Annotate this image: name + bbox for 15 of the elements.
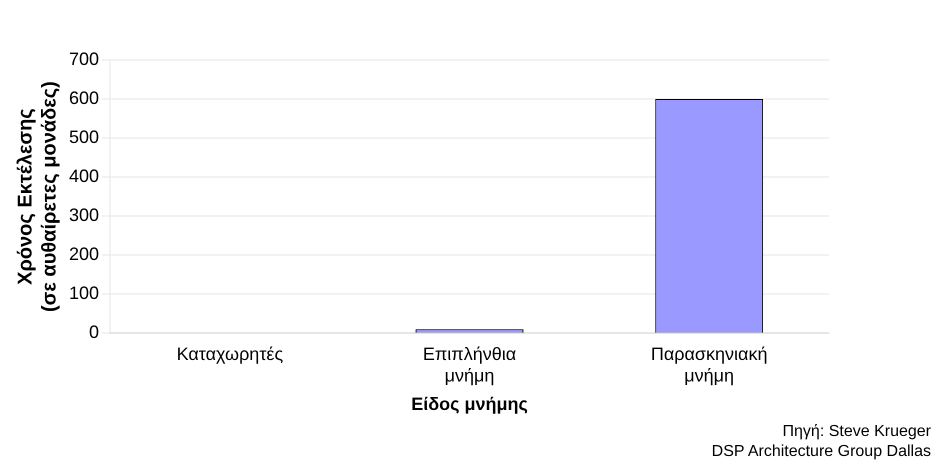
y-tick-label: 500 (68, 127, 100, 148)
x-tick-label: Καταχωρητές (176, 344, 284, 364)
x-tick-label: Επιπλήνθια μνήμη (422, 344, 516, 386)
y-tick-label: 400 (68, 166, 100, 186)
y-tick-label: 100 (68, 283, 100, 304)
text: DSP Architecture Group Dallas (712, 442, 931, 462)
y-axis-title: Χρόνος Εκτέλεσης (σε αυθαίρετες μονάδες) (14, 81, 61, 312)
y-tick-label: 600 (68, 88, 100, 108)
y-tick-label: 300 (68, 205, 100, 226)
y-tick-label: 200 (68, 244, 100, 264)
y-tick-label: 0 (89, 322, 100, 342)
text: Πηγή: Steve Krueger (781, 422, 931, 442)
x-axis-title: Είδος μνήμης (411, 394, 528, 414)
y-tick-label: 700 (68, 48, 100, 69)
x-tick-label: Παρασκηνιακή μνήμη (650, 344, 768, 386)
